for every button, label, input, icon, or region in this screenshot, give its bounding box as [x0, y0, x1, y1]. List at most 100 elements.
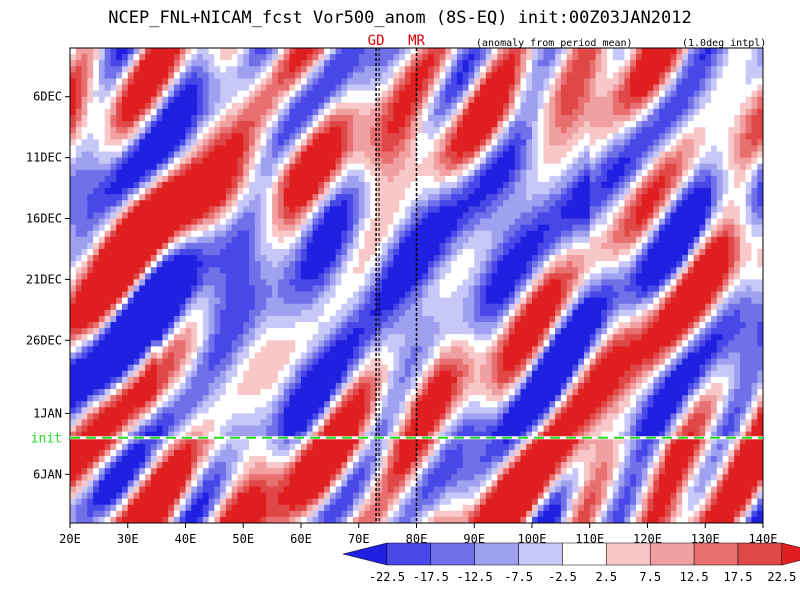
field-cell	[687, 273, 695, 280]
field-cell	[503, 169, 510, 177]
field-cell	[734, 121, 741, 128]
field-cell	[699, 151, 706, 159]
field-cell	[687, 194, 695, 201]
field-cell	[612, 236, 620, 244]
field-cell	[526, 114, 533, 122]
field-cell	[572, 169, 579, 177]
field-cell	[168, 127, 175, 134]
field-cell	[451, 145, 458, 152]
field-cell	[693, 200, 700, 207]
field-cell	[491, 181, 498, 189]
field-cell	[468, 169, 475, 177]
field-cell	[734, 133, 741, 140]
field-cell	[399, 127, 406, 134]
field-cell	[410, 279, 417, 286]
field-cell	[283, 212, 290, 219]
field-cell	[468, 121, 475, 128]
field-cell	[526, 212, 533, 219]
field-cell	[601, 212, 608, 219]
field-cell	[289, 145, 296, 152]
field-cell	[98, 261, 106, 268]
field-cell	[728, 48, 735, 55]
field-cell	[520, 279, 527, 286]
field-cell	[583, 133, 591, 140]
field-cell	[543, 48, 550, 55]
field-cell	[555, 96, 562, 104]
field-cell	[335, 72, 342, 79]
field-cell	[543, 285, 550, 292]
field-cell	[428, 96, 435, 104]
field-cell	[231, 114, 238, 122]
field-cell	[191, 60, 198, 67]
field-cell	[81, 285, 88, 292]
field-cell	[699, 169, 706, 177]
field-cell	[601, 66, 608, 73]
field-cell	[150, 188, 158, 195]
field-cell	[220, 127, 227, 134]
field-cell	[381, 175, 389, 183]
field-cell	[70, 279, 77, 286]
field-cell	[335, 273, 342, 280]
field-cell	[81, 127, 88, 134]
field-cell	[410, 297, 417, 305]
field-cell	[104, 54, 111, 61]
field-cell	[277, 267, 285, 274]
field-cell	[757, 279, 764, 286]
field-cell	[110, 175, 117, 183]
field-cell	[670, 242, 677, 250]
field-cell	[364, 84, 371, 92]
field-cell	[670, 108, 677, 116]
field-cell	[93, 194, 100, 201]
field-cell	[624, 139, 631, 146]
field-cell	[647, 72, 654, 79]
field-cell	[347, 248, 354, 256]
field-cell	[739, 279, 747, 286]
field-cell	[670, 279, 677, 286]
field-cell	[329, 279, 337, 286]
field-cell	[347, 224, 354, 232]
field-cell	[283, 297, 290, 305]
field-cell	[220, 194, 227, 201]
field-cell	[428, 285, 435, 292]
field-cell	[543, 224, 550, 232]
field-cell	[497, 133, 504, 140]
field-cell	[456, 90, 464, 98]
field-cell	[133, 139, 140, 146]
field-cell	[462, 267, 469, 274]
field-cell	[711, 54, 718, 61]
field-cell	[324, 188, 331, 195]
field-cell	[306, 48, 313, 55]
field-cell	[81, 206, 88, 213]
field-cell	[635, 175, 643, 183]
field-cell	[208, 127, 215, 134]
field-cell	[607, 139, 614, 146]
field-cell	[537, 121, 544, 128]
field-cell	[139, 279, 146, 286]
field-cell	[589, 242, 596, 250]
field-cell	[549, 108, 556, 116]
field-cell	[422, 285, 429, 292]
field-cell	[283, 90, 290, 98]
field-cell	[104, 108, 111, 116]
field-cell	[156, 90, 163, 98]
field-cell	[283, 291, 290, 299]
field-cell	[393, 291, 400, 299]
field-cell	[197, 48, 204, 55]
field-cell	[549, 248, 556, 256]
field-cell	[295, 291, 302, 299]
field-cell	[480, 200, 487, 207]
field-cell	[352, 169, 360, 177]
field-cell	[87, 72, 94, 79]
field-cell	[289, 194, 296, 201]
field-cell	[514, 188, 521, 195]
field-cell	[757, 133, 764, 140]
field-cell	[480, 181, 487, 189]
field-cell	[508, 169, 516, 177]
field-cell	[116, 297, 123, 305]
field-cell	[93, 218, 100, 225]
field-cell	[607, 96, 614, 104]
field-cell	[168, 200, 175, 207]
field-cell	[197, 84, 204, 92]
field-cell	[699, 200, 706, 207]
field-cell	[341, 261, 348, 268]
